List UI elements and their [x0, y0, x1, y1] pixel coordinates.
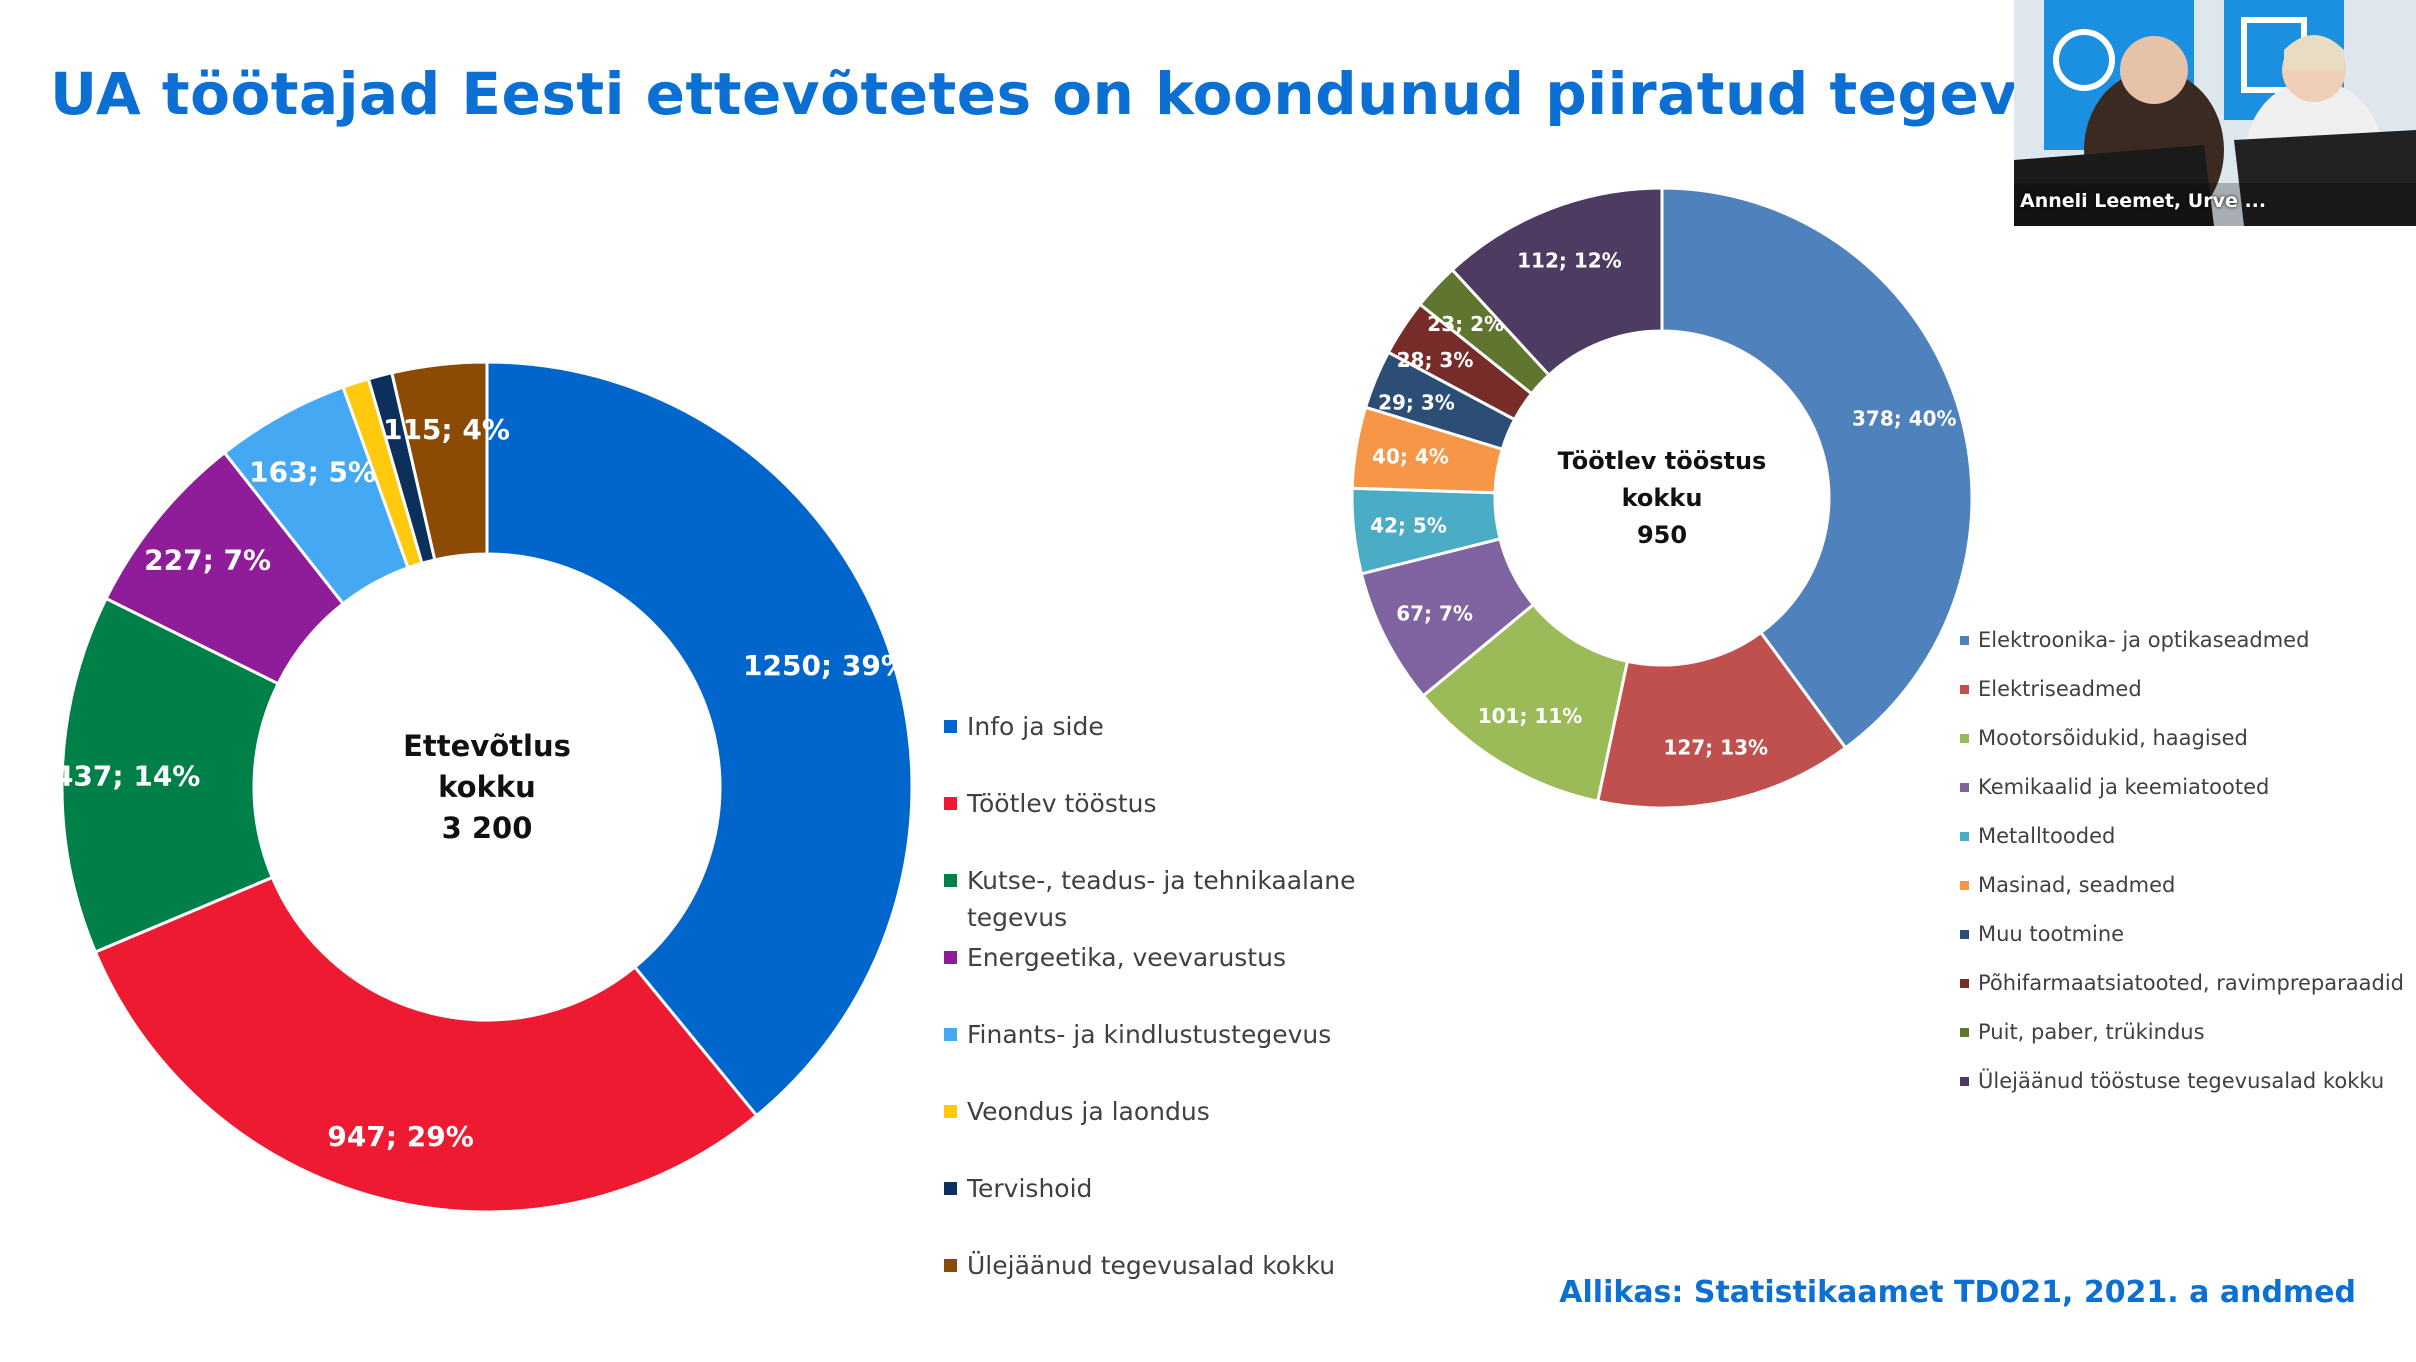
legend-swatch [1960, 685, 1969, 694]
ettevotlus-center-label: Ettevõtlus [403, 729, 571, 763]
legend-item: Metalltooded [1960, 822, 2115, 851]
legend-label: Töötlev tööstus [967, 789, 1157, 818]
legend-swatch [944, 951, 957, 964]
legend-label: Mootorsõidukid, haagised [1978, 726, 2248, 750]
tootlev-data-label: 127; 13% [1663, 735, 1768, 759]
legend-swatch [1960, 783, 1969, 792]
legend-label: Metalltooded [1978, 824, 2116, 848]
legend-label: Põhifarmaatsiatooted, ravimpreparaadid [1978, 971, 2404, 995]
ettevotlus-slice [60, 596, 281, 954]
legend-swatch [944, 874, 957, 887]
legend-item: Info ja side [944, 708, 1104, 745]
legend-item: Elektriseadmed [1960, 675, 2142, 704]
tootlev-data-label: 112; 12% [1517, 248, 1622, 272]
legend-swatch [1960, 636, 1969, 645]
tootlev-donut: 378; 40% 127; 13% 101; 11% 67; 7% 42; 5% 40; … [1350, 186, 1974, 810]
ettevotlus-slice [485, 360, 914, 1118]
legend-item: Mootorsõidukid, haagised [1960, 724, 2248, 753]
legend-item: Kemikaalid ja keemiatooted [1960, 773, 2269, 802]
ettevotlus-center-label: 3 200 [442, 811, 533, 845]
legend-item: Masinad, seadmed [1960, 871, 2175, 900]
tootlev-data-label: 29; 3% [1378, 390, 1455, 414]
legend-swatch [1960, 979, 1969, 988]
ettevotlus-data-label: 115; 4% [383, 413, 510, 446]
legend-item: Muu tootmine [1960, 920, 2124, 949]
legend-item: Tervishoid [944, 1170, 1092, 1207]
tootlev-center-label: 950 [1637, 521, 1687, 549]
tootlev-data-label: 378; 40% [1852, 407, 1957, 431]
legend-item: Finants- ja kindlustustegevus [944, 1016, 1331, 1053]
legend-swatch [944, 1182, 957, 1195]
tootlev-data-label: 67; 7% [1396, 601, 1473, 625]
legend-label: Ülejäänud tööstuse tegevusalad kokku [1978, 1069, 2385, 1093]
tootlev-center-label: kokku [1622, 484, 1703, 512]
legend-item: Ülejäänud tegevusalad kokku [944, 1247, 1335, 1284]
legend-item: Töötlev tööstus [944, 785, 1157, 822]
tootlev-center-label: Töötlev tööstus [1558, 447, 1767, 475]
legend-swatch [1960, 881, 1969, 890]
tootlev-data-label: 40; 4% [1372, 444, 1449, 468]
legend-swatch [1960, 832, 1969, 841]
legend-swatch [944, 1028, 957, 1041]
ettevotlus-donut: 1250; 39% 947; 29% 437; 14% 227; 7% 163; 5%1… [54, 360, 914, 1214]
legend-item: Energeetika, veevarustus [944, 939, 1286, 976]
ettevotlus-data-label: 227; 7% [144, 543, 271, 576]
webcam-caption: Anneli Leemet, Urve ... [2020, 190, 2267, 212]
webcam-video[interactable]: Anneli Leemet, Urve ... [2014, 0, 2416, 226]
legend-label: Kemikaalid ja keemiatooted [1978, 775, 2270, 799]
legend-item: Elektroonika- ja optikaseadmed [1960, 626, 2309, 655]
tootlev-data-label: 23; 2% [1427, 312, 1504, 336]
ettevotlus-slice [390, 360, 489, 562]
legend-label: Puit, paber, trükindus [1978, 1020, 2205, 1044]
legend-item: Puit, paber, trükindus [1960, 1018, 2205, 1047]
source-note: Allikas: Statistikaamet TD021, 2021. a a… [1559, 1275, 2356, 1310]
legend-item: Põhifarmaatsiatooted, ravimpreparaadid [1960, 969, 2404, 998]
legend-swatch [944, 1259, 957, 1272]
legend-swatch [1960, 1077, 1969, 1086]
legend-label: Info ja side [967, 712, 1104, 741]
legend-swatch [944, 1105, 957, 1118]
legend-label: Energeetika, veevarustus [967, 943, 1286, 972]
legend-swatch [1960, 734, 1969, 743]
legend-label: Kutse-, teadus- ja tehnikaalane tegevus [967, 866, 1356, 932]
tootlev-data-label: 28; 3% [1397, 348, 1474, 372]
tootlev-slice [1660, 186, 1974, 750]
legend-item: Veondus ja laondus [944, 1093, 1210, 1130]
tootlev-slice [1450, 186, 1664, 378]
ettevotlus-center-label: kokku [438, 770, 536, 804]
legend-label: Finants- ja kindlustustegevus [967, 1020, 1332, 1049]
legend-label: Veondus ja laondus [967, 1097, 1210, 1126]
legend-label: Elektroonika- ja optikaseadmed [1978, 628, 2310, 652]
legend-label: Muu tootmine [1978, 922, 2125, 946]
ettevotlus-data-label: 947; 29% [327, 1120, 473, 1153]
ettevotlus-data-label: 1250; 39% [743, 649, 909, 682]
legend-label: Ülejäänud tegevusalad kokku [967, 1251, 1336, 1280]
legend-swatch [944, 797, 957, 810]
ettevotlus-data-label: 163; 5% [249, 456, 376, 489]
legend-label: Elektriseadmed [1978, 677, 2142, 701]
legend-swatch [1960, 930, 1969, 939]
tootlev-data-label: 101; 11% [1478, 704, 1583, 728]
legend-swatch [944, 720, 957, 733]
legend-swatch [1960, 1028, 1969, 1037]
legend-item: Ülejäänud tööstuse tegevusalad kokku [1960, 1067, 2384, 1096]
slide-title: UA töötajad Eesti ettevõtetes on koondun… [50, 60, 2095, 128]
legend-item: Kutse-, teadus- ja tehnikaalane tegevus [944, 862, 1414, 936]
tootlev-data-label: 42; 5% [1370, 513, 1447, 537]
legend-label: Masinad, seadmed [1978, 873, 2176, 897]
ettevotlus-slice [93, 875, 759, 1214]
webcam-frame-image [2014, 0, 2416, 226]
ettevotlus-data-label: 437; 14% [54, 760, 200, 793]
legend-label: Tervishoid [967, 1174, 1093, 1203]
